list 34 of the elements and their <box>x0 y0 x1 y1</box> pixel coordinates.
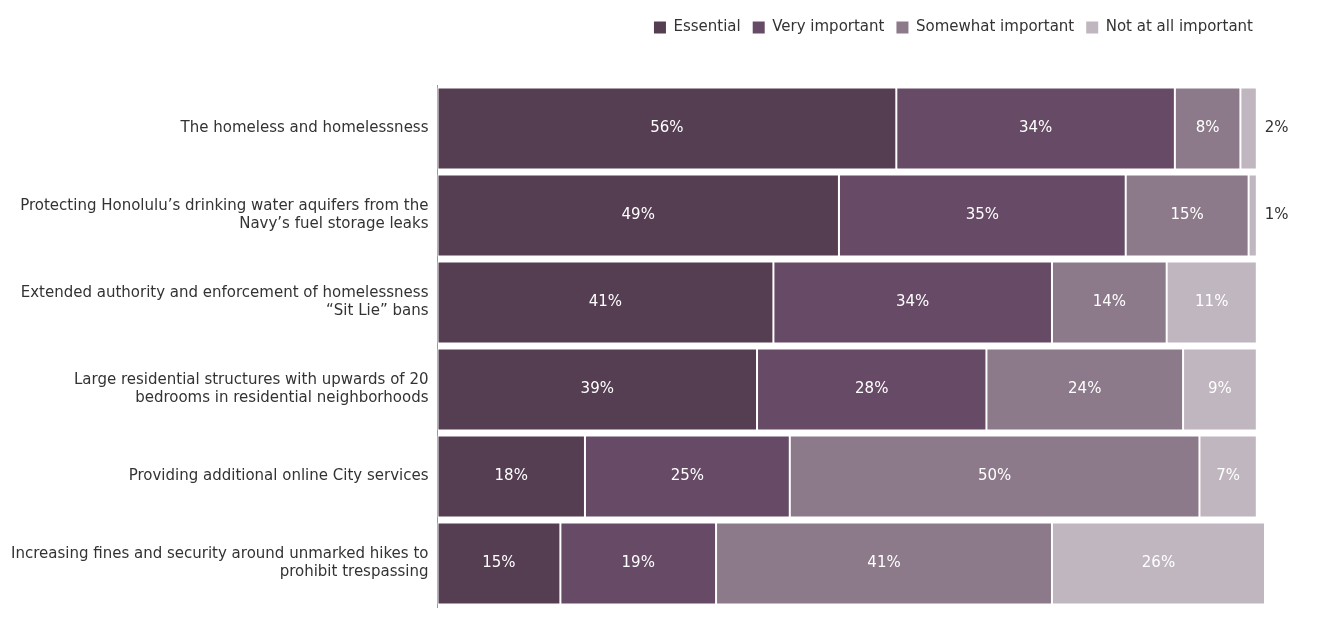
data-label: 7% <box>1216 466 1241 485</box>
data-label: 50% <box>977 466 1012 485</box>
data-label: 26% <box>1141 553 1176 572</box>
y-tick-label: The homeless and homelessness <box>179 118 429 137</box>
data-label: 1% <box>1264 205 1289 224</box>
data-label: 18% <box>494 466 528 485</box>
legend-label: Not at all important <box>1105 17 1254 36</box>
data-label: 15% <box>1170 205 1204 224</box>
legend-label: Very important <box>772 17 885 36</box>
data-label: 41% <box>867 553 901 572</box>
data-label: 39% <box>580 379 614 398</box>
data-label: 19% <box>621 553 655 572</box>
data-label: 9% <box>1208 379 1232 398</box>
legend-label: Essential <box>673 17 741 36</box>
data-label: 15% <box>482 553 516 572</box>
data-label: 34% <box>896 292 930 311</box>
data-label: 24% <box>1068 379 1102 398</box>
data-label: 2% <box>1264 118 1289 137</box>
y-tick-label: Large residential structures with upwards of 20 bedrooms in residential neighborhoods <box>73 370 429 407</box>
data-label: 25% <box>670 466 705 485</box>
y-tick-label: Increasing fines and security around unmarked hikes to prohibit trespassing <box>10 544 429 581</box>
y-tick-label: Extended authority and enforcement of homelessness “Sit Lie” bans <box>20 283 429 320</box>
data-label: 35% <box>965 205 1000 224</box>
data-label: 56% <box>650 118 684 137</box>
legend-label: Somewhat important <box>915 17 1075 36</box>
y-tick-label: Providing additional online City services <box>128 466 429 485</box>
data-label: 34% <box>1018 118 1053 137</box>
data-label: 11% <box>1195 292 1229 311</box>
data-label: 14% <box>1092 292 1126 311</box>
data-label: 28% <box>855 379 889 398</box>
data-label: 49% <box>621 205 655 224</box>
data-label: 41% <box>588 292 623 311</box>
y-tick-label: Protecting Honolulu’s drinking water aquifers from the Navy’s fuel storage leaks <box>20 196 429 233</box>
data-label: 8% <box>1195 118 1220 137</box>
